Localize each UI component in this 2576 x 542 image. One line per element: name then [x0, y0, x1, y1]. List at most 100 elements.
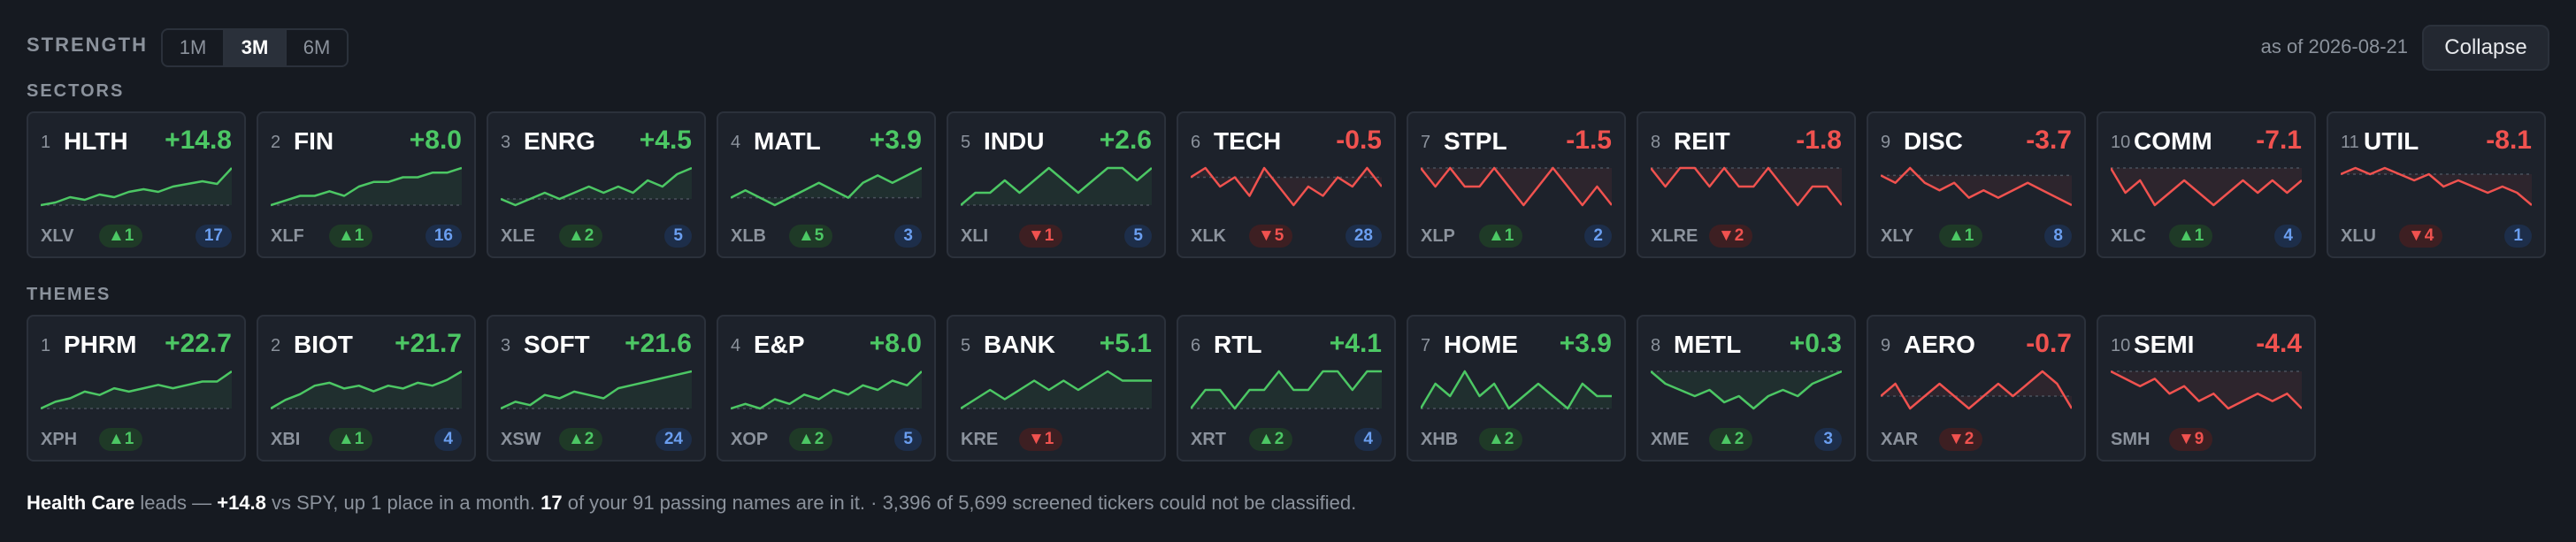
value: +8.0	[869, 329, 922, 358]
card[interactable]: 7 HOME +3.9 XHB ▲2	[1407, 315, 1626, 462]
move-badge: ▲1	[329, 225, 373, 248]
footer-text: +14.8	[217, 492, 266, 514]
sparkline-area	[1421, 168, 1612, 205]
etf: XLU	[2341, 226, 2376, 246]
sparkline	[1881, 370, 2072, 410]
sparkline-line	[731, 166, 922, 207]
etf: XME	[1651, 430, 1690, 449]
ticker: MATL	[754, 127, 821, 155]
rank: 7	[1421, 133, 1431, 152]
value: -0.7	[2026, 329, 2072, 358]
count-badge: 24	[655, 428, 692, 451]
move-badge: ▲5	[789, 225, 833, 248]
card[interactable]: 2 BIOT +21.7 XBI ▲1 4	[257, 315, 476, 462]
value: -8.1	[2486, 126, 2532, 155]
count-badge: 2	[1584, 225, 1612, 248]
card[interactable]: 1 PHRM +22.7 XPH ▲1	[27, 315, 246, 462]
move-badge: ▼9	[2169, 428, 2213, 451]
rank: 6	[1191, 133, 1201, 152]
ticker: HOME	[1444, 331, 1518, 358]
sparkline	[2111, 167, 2302, 207]
count-badge: 17	[195, 225, 232, 248]
move-badge: ▲2	[559, 428, 603, 451]
value: +21.6	[625, 329, 692, 358]
card[interactable]: 6 TECH -0.5 XLK ▼5 28	[1177, 111, 1396, 258]
count-badge: 3	[894, 225, 922, 248]
etf: XOP	[731, 430, 769, 449]
etf: XRT	[1191, 430, 1226, 449]
card[interactable]: 3 SOFT +21.6 XSW ▲2 24	[487, 315, 706, 462]
card[interactable]: 8 METL +0.3 XME ▲2 3	[1637, 315, 1856, 462]
count-badge: 4	[2274, 225, 2302, 248]
footer-text: of your 91 passing names are in it. · 3,…	[562, 492, 1357, 514]
sparkline-line	[1651, 166, 1842, 207]
tab[interactable]: 3M	[225, 30, 287, 65]
move-badge: ▲1	[99, 225, 143, 248]
sparkline-area	[1651, 371, 1842, 408]
move-badge: ▼5	[1249, 225, 1293, 248]
sparkline	[1421, 166, 1612, 207]
rank: 11	[2341, 133, 2359, 152]
value: +2.6	[1099, 126, 1152, 155]
card[interactable]: 4 E&P +8.0 XOP ▲2 5	[717, 315, 936, 462]
etf: XPH	[41, 430, 78, 449]
card[interactable]: 8 REIT -1.8 XLRE ▼2	[1637, 111, 1856, 258]
sparkline-area	[2111, 168, 2302, 205]
tab[interactable]: 1M	[163, 30, 225, 65]
sparkline-line	[271, 370, 462, 410]
card[interactable]: 2 FIN +8.0 XLF ▲1 16	[257, 111, 476, 258]
value: +14.8	[165, 126, 232, 155]
value: -7.1	[2256, 126, 2302, 155]
footer: Health Care leads — +14.8 vs SPY, up 1 p…	[27, 492, 1356, 515]
ticker: BIOT	[294, 331, 353, 358]
sparkline	[271, 370, 462, 410]
tab[interactable]: 6M	[303, 36, 331, 58]
footer-text: vs SPY, up 1 place in a month.	[265, 492, 541, 514]
card[interactable]: 4 MATL +3.9 XLB ▲5 3	[717, 111, 936, 258]
sparkline-area	[1191, 371, 1382, 408]
move-badge: ▼1	[1019, 225, 1063, 248]
ticker: TECH	[1214, 127, 1282, 155]
card[interactable]: 3 ENRG +4.5 XLE ▲2 5	[487, 111, 706, 258]
sparkline	[2341, 166, 2532, 206]
sparkline-line	[1421, 166, 1612, 207]
card[interactable]: 9 AERO -0.7 XAR ▼2	[1867, 315, 2086, 462]
card[interactable]: 6 RTL +4.1 XRT ▲2 4	[1177, 315, 1396, 462]
sparkline-area	[501, 371, 692, 408]
sparkline	[41, 370, 232, 410]
card[interactable]: 5 INDU +2.6 XLI ▼1 5	[947, 111, 1166, 258]
sparkline-area	[1421, 371, 1612, 408]
sparkline-line	[1191, 370, 1382, 410]
value: -3.7	[2026, 126, 2072, 155]
card[interactable]: 11 UTIL -8.1 XLU ▼4 1	[2327, 111, 2546, 258]
group-label: THEMES	[27, 285, 111, 304]
card[interactable]: 9 DISC -3.7 XLY ▲1 8	[1867, 111, 2086, 258]
card[interactable]: 10 COMM -7.1 XLC ▲1 4	[2097, 111, 2316, 258]
sparkline-line	[1421, 370, 1612, 410]
sparkline-area	[501, 168, 692, 205]
sparkline	[271, 166, 462, 207]
rank: 5	[961, 336, 971, 355]
move-badge: ▲1	[99, 428, 143, 451]
count-badge: 28	[1345, 225, 1382, 248]
ticker: ENRG	[524, 127, 595, 155]
sparkline	[2111, 370, 2302, 410]
count-badge: 8	[2044, 225, 2072, 248]
card[interactable]: 5 BANK +5.1 KRE ▼1	[947, 315, 1166, 462]
sparkline-line	[2111, 370, 2302, 410]
rank: 8	[1651, 336, 1661, 355]
card[interactable]: 1 HLTH +14.8 XLV ▲1 17	[27, 111, 246, 258]
footer-text: 17	[540, 492, 563, 514]
rank: 3	[501, 133, 511, 152]
etf: XLY	[1881, 226, 1914, 246]
sparkline-line	[2111, 167, 2302, 207]
card[interactable]: 10 SEMI -4.4 SMH ▼9	[2097, 315, 2316, 462]
card[interactable]: 7 STPL -1.5 XLP ▲1 2	[1407, 111, 1626, 258]
value: +3.9	[869, 126, 922, 155]
group-label: SECTORS	[27, 81, 125, 101]
sparkline	[501, 370, 692, 410]
collapse-button[interactable]: Collapse	[2422, 25, 2549, 71]
sparkline	[1651, 370, 1842, 410]
title: STRENGTH	[27, 34, 148, 56]
count-badge: 1	[2504, 225, 2532, 248]
